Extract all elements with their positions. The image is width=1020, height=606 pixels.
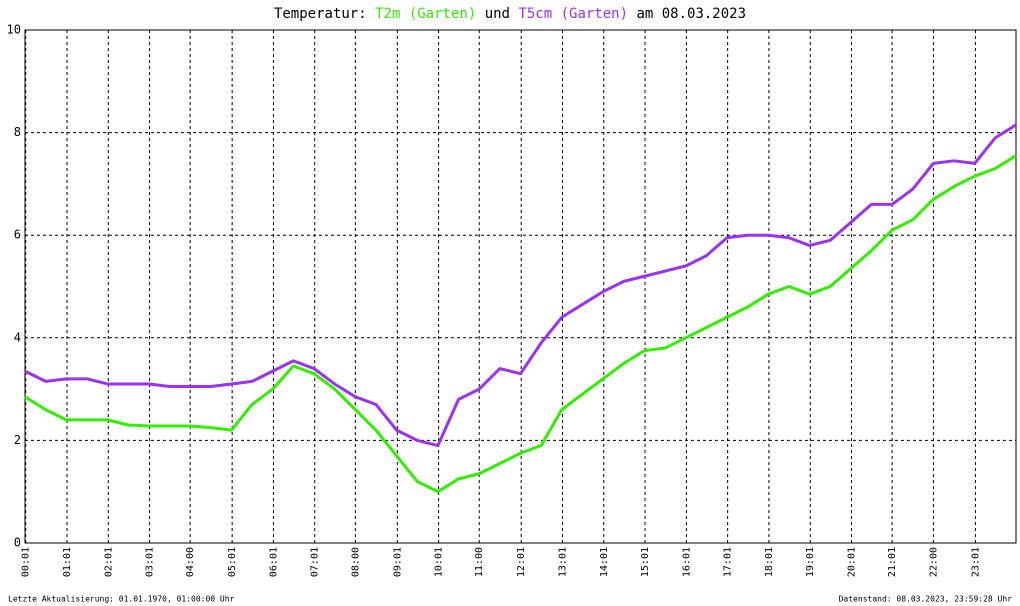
x-tick-label: 08:00 xyxy=(350,547,361,577)
x-tick-label: 16:01 xyxy=(681,547,692,577)
legend-entry: T2m (Garten) xyxy=(375,6,476,22)
y-tick-label: 0 xyxy=(14,536,21,550)
footer-left: Letzte Aktualisierung: 01.01.1970, 01:00… xyxy=(8,595,235,604)
y-tick-label: 2 xyxy=(14,433,21,447)
y-tick-label: 8 xyxy=(14,125,21,139)
y-tick-label: 10 xyxy=(7,23,21,37)
x-tick-label: 06:01 xyxy=(268,547,279,577)
x-tick-label: 09:01 xyxy=(392,547,403,577)
plot-border xyxy=(24,29,1017,544)
x-tick-label: 03:01 xyxy=(145,547,156,577)
x-tick-label: 22:00 xyxy=(928,547,939,577)
title-part: Temperatur: xyxy=(274,6,367,22)
chart-title: Temperatur: T2m (Garten) und T5cm (Garte… xyxy=(274,6,746,22)
title-part: am 08.03.2023 xyxy=(636,6,746,22)
x-tick-label: 10:01 xyxy=(434,547,445,577)
x-tick-label: 04:00 xyxy=(185,547,196,577)
legend-entry: T5cm (Garten) xyxy=(518,6,628,22)
x-tick-label: 20:01 xyxy=(847,547,858,577)
x-tick-label: 23:01 xyxy=(970,547,981,577)
x-tick-label: 19:01 xyxy=(805,547,816,577)
x-tick-label: 17:01 xyxy=(723,547,734,577)
x-tick-label: 12:01 xyxy=(516,547,527,577)
x-tick-label: 21:01 xyxy=(887,547,898,577)
data-line xyxy=(24,123,1017,448)
x-tick-label: 13:01 xyxy=(557,547,568,577)
x-tick-label: 05:01 xyxy=(227,547,238,577)
x-tick-label: 00:01 xyxy=(21,547,32,577)
x-tick-label: 01:01 xyxy=(62,547,73,577)
x-tick-label: 15:01 xyxy=(640,547,651,577)
title-part: und xyxy=(485,6,510,22)
y-tick-label: 4 xyxy=(14,330,21,344)
y-tick-label: 6 xyxy=(14,228,21,242)
x-tick-label: 07:01 xyxy=(310,547,321,577)
x-tick-label: 02:01 xyxy=(103,547,114,577)
x-tick-label: 14:01 xyxy=(599,547,610,577)
footer-right: Datenstand: 08.03.2023, 23:59:28 Uhr xyxy=(839,595,1013,604)
data-line xyxy=(24,154,1017,494)
x-tick-label: 11:00 xyxy=(474,547,485,577)
x-tick-label: 18:01 xyxy=(764,547,775,577)
